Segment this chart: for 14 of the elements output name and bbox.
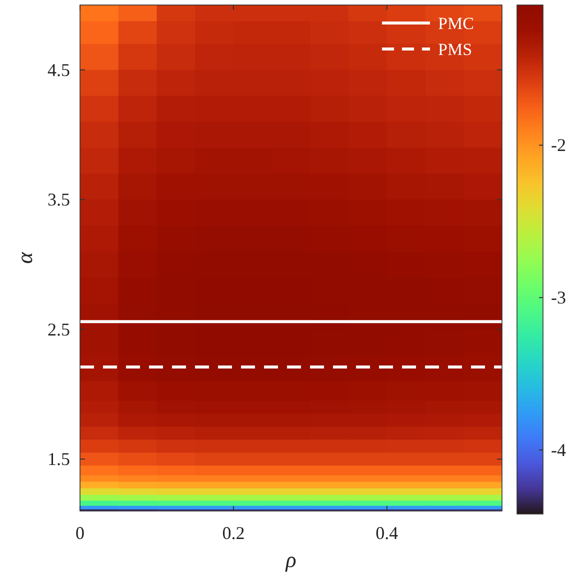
y-axis-title: α	[12, 252, 37, 264]
y-tick-label: 1.5	[48, 449, 70, 470]
y-tick-label: 4.5	[48, 60, 70, 80]
color-bar-label: -3	[551, 288, 566, 308]
x-tick-label: 0.2	[222, 523, 245, 543]
color-bar-label: -4	[551, 440, 566, 460]
y-tick-label: 2.5	[48, 319, 70, 340]
y-tick-label: 3.5	[48, 190, 70, 210]
x-tick-label: 0.4	[376, 523, 398, 543]
color-bar-label: -2	[551, 135, 566, 156]
legend-label: PMS	[438, 40, 472, 59]
x-tick-label: 0	[76, 523, 84, 543]
legend-label: PMC	[438, 14, 474, 33]
x-axis-title: ρ	[284, 547, 296, 572]
